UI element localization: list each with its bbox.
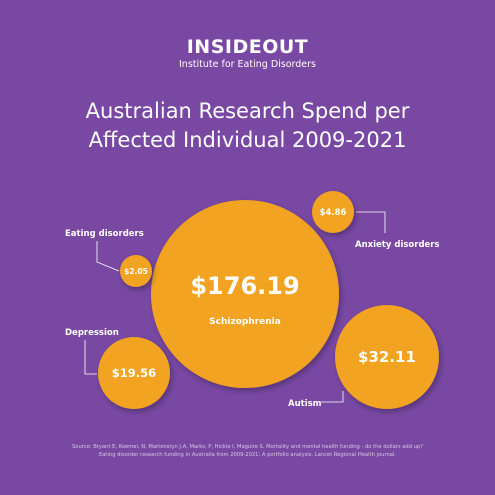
autism-category-label: Autism — [288, 399, 322, 409]
depression-bubble — [98, 337, 170, 409]
eating-disorders-bubble — [120, 255, 152, 287]
source-line-1: Source: Bryant E, Koemel, N, Martenstyn … — [72, 444, 423, 450]
source-line-2: Eating disorder research funding in Aust… — [98, 452, 397, 458]
chart-title-line-1: Australian Research Spend per — [85, 99, 410, 123]
autism-value-label: $32.11 — [358, 348, 416, 366]
depression-value-label: $19.56 — [112, 366, 156, 380]
depression-leader-line — [84, 340, 97, 375]
schizophrenia-bubble — [151, 200, 339, 388]
anxiety-disorders-bubble — [312, 191, 354, 233]
autism-bubble — [335, 305, 439, 409]
eating-disorders-value-label: $2.05 — [124, 267, 148, 276]
eating-disorders-leader-line — [96, 241, 120, 272]
anxiety-disorders-category-label: Anxiety disorders — [355, 240, 440, 250]
schizophrenia-value-label: $176.19 — [190, 272, 299, 300]
brand-logo: INSIDEOUT Institute for Eating Disorders — [0, 36, 495, 71]
anxiety-disorders-value-label: $4.86 — [320, 208, 347, 218]
logo-subtitle: Institute for Eating Disorders — [179, 59, 316, 70]
autism-leader-line — [321, 391, 344, 403]
eating-disorders-category-label: Eating disorders — [65, 229, 144, 239]
schizophrenia-category-label: Schizophrenia — [209, 317, 281, 327]
chart-title-line-2: Affected Individual 2009-2021 — [88, 128, 407, 152]
anxiety-disorders-leader-line — [356, 211, 386, 233]
logo-text: INSIDEOUT — [186, 36, 309, 58]
source-note: Source: Bryant E, Koemel, N, Martenstyn … — [40, 443, 455, 459]
chart-title: Australian Research Spend per Affected I… — [0, 97, 495, 155]
depression-category-label: Depression — [65, 328, 119, 338]
